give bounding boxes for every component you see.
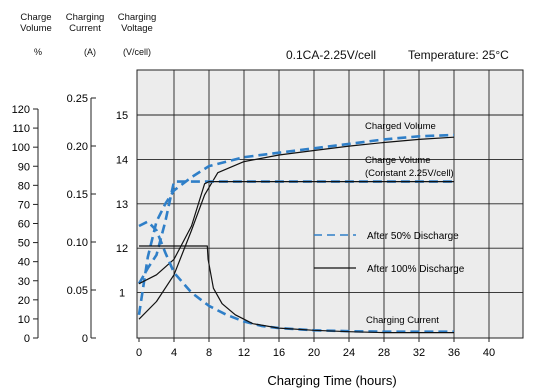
x-tick-label: 36 xyxy=(448,347,460,359)
voltage-tick-label: 13 xyxy=(116,199,128,211)
current-tick-label: 0.05 xyxy=(67,285,88,297)
volume-tick-label: 20 xyxy=(18,295,30,307)
voltage-tick-label: 12 xyxy=(116,243,128,255)
volume-tick-label: 90 xyxy=(18,161,30,173)
current-tick-label: 0.10 xyxy=(67,237,88,249)
current-tick-label: 0.15 xyxy=(67,189,88,201)
legend-label: After 50% Discharge xyxy=(367,231,459,242)
x-tick-label: 40 xyxy=(483,347,495,359)
volume-tick-label: 120 xyxy=(12,104,30,116)
volume-tick-label: 40 xyxy=(18,257,30,269)
volume-tick-label: 70 xyxy=(18,199,30,211)
volume-tick-label: 50 xyxy=(18,238,30,250)
x-tick-label: 12 xyxy=(238,347,250,359)
voltage-tick-label: 15 xyxy=(116,110,128,122)
annotation-charge-volume: Charge Volume xyxy=(365,155,430,166)
x-tick-label: 0 xyxy=(136,347,142,359)
x-tick-label: 8 xyxy=(206,347,212,359)
volume-tick-label: 110 xyxy=(12,123,30,135)
x-axis-title: Charging Time (hours) xyxy=(267,373,396,388)
volume-tick-label: 10 xyxy=(18,314,30,326)
annotation-charged-volume: Charged Volume xyxy=(365,121,436,132)
volume-tick-label: 80 xyxy=(18,180,30,192)
volume-tick-label: 100 xyxy=(12,142,30,154)
annotation-charging-current: Charging Current xyxy=(366,315,439,326)
x-tick-label: 24 xyxy=(343,347,355,359)
x-tick-label: 28 xyxy=(378,347,390,359)
current-tick-label: 0.25 xyxy=(67,93,88,105)
annotation-charge-volume-constant: (Constant 2.25V/cell) xyxy=(365,168,454,179)
voltage-tick-label: 14 xyxy=(116,154,128,166)
volume-tick-label: 60 xyxy=(18,219,30,231)
x-tick-label: 16 xyxy=(273,347,285,359)
current-tick-label: 0.20 xyxy=(67,141,88,153)
x-tick-label: 20 xyxy=(308,347,320,359)
volume-tick-label: 30 xyxy=(18,276,30,288)
legend-label: After 100% Discharge xyxy=(367,264,465,275)
voltage-tick-label: 1 xyxy=(119,288,125,300)
x-tick-label: 4 xyxy=(171,347,177,359)
x-tick-label: 32 xyxy=(413,347,425,359)
volume-tick-label: 0 xyxy=(24,333,30,345)
current-tick-label: 0 xyxy=(82,333,88,345)
